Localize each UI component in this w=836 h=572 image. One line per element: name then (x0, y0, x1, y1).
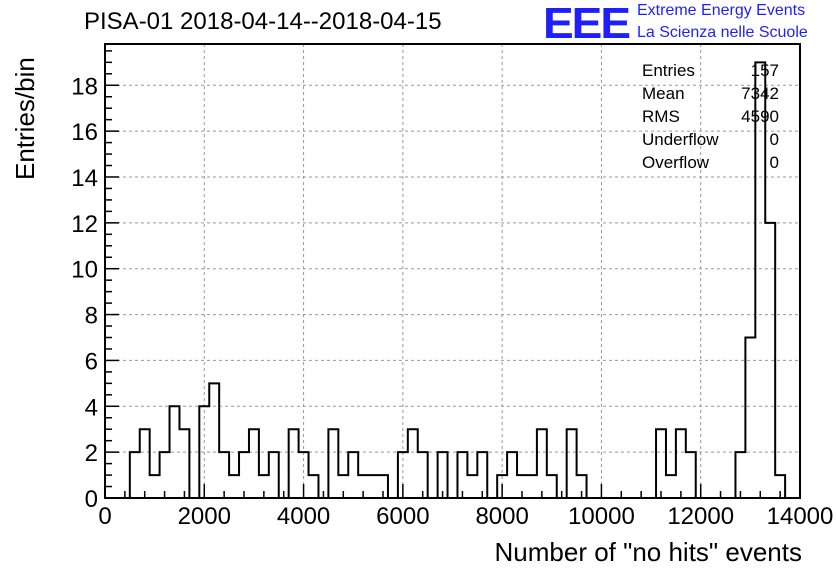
y-tick-label: 14 (71, 165, 98, 192)
histogram-bin (537, 429, 547, 498)
histogram-bin (656, 429, 666, 498)
histogram-bin (527, 475, 537, 498)
y-tick-label: 2 (85, 440, 98, 467)
y-tick-label: 0 (85, 486, 98, 513)
histogram-bin (269, 452, 279, 498)
y-tick-label: 16 (71, 119, 98, 146)
histogram-bin (348, 452, 358, 498)
y-axis-ticks: 0 2 4 6 8 10 12 14 16 18 (71, 50, 119, 513)
y-axis-label: Entries/bin (10, 57, 40, 180)
histogram-bin (567, 429, 577, 498)
x-axis-label: Number of "no hits" events (494, 537, 803, 567)
histogram-bin (229, 475, 239, 498)
x-tick-label: 14000 (767, 503, 834, 530)
histogram-bin (676, 429, 686, 498)
histogram-bin (745, 337, 755, 498)
stat-label-entries: Entries (642, 61, 695, 80)
histogram-bin (686, 452, 696, 498)
histogram-bin (179, 429, 189, 498)
stat-value-rms: 4590 (741, 107, 779, 126)
chart-title: PISA-01 2018-04-14--2018-04-15 (84, 8, 442, 35)
grid-lines (105, 44, 800, 498)
stat-value-mean: 7342 (741, 84, 779, 103)
y-tick-label: 18 (71, 73, 98, 100)
plot-frame (104, 43, 801, 499)
x-tick-label: 4000 (277, 503, 330, 530)
histogram-bin (249, 429, 259, 498)
histogram-bin (408, 429, 418, 498)
stat-value-entries: 157 (750, 61, 779, 80)
x-tick-label: 8000 (475, 503, 528, 530)
histogram-bin (547, 475, 557, 498)
stat-label-mean: Mean (642, 84, 685, 103)
stat-label-underflow: Underflow (642, 130, 719, 149)
histogram-bin (130, 452, 140, 498)
x-tick-label: 10000 (568, 503, 635, 530)
y-tick-label: 10 (71, 257, 98, 284)
histogram-bin (368, 475, 378, 498)
histogram-bin (328, 429, 338, 498)
x-tick-label: 0 (98, 503, 111, 530)
y-tick-label: 6 (85, 348, 98, 375)
histogram-bin (755, 62, 765, 498)
y-tick-label: 8 (85, 303, 98, 330)
histogram-bin (467, 475, 477, 498)
histogram-bin (140, 429, 150, 498)
y-tick-label: 12 (71, 211, 98, 238)
histogram-bin (209, 383, 219, 498)
eee-logo-letters: EEE (543, 0, 631, 48)
histogram-bin (150, 475, 160, 498)
x-tick-label: 6000 (376, 503, 429, 530)
logo-line-1: Extreme Energy Events (637, 2, 806, 19)
stat-value-underflow: 0 (769, 130, 779, 149)
x-tick-label: 12000 (667, 503, 734, 530)
stat-value-overflow: 0 (769, 153, 779, 172)
x-axis-ticks: 0 2000 4000 6000 8000 10000 12000 14000 (98, 484, 833, 530)
histogram-bin (309, 475, 319, 498)
y-tick-label: 4 (85, 394, 98, 421)
stat-label-overflow: Overflow (642, 153, 710, 172)
x-tick-label: 2000 (178, 503, 231, 530)
histogram-bin (666, 475, 676, 498)
logo-line-2: La Scienza nelle Scuole (637, 24, 808, 41)
stat-label-rms: RMS (642, 107, 680, 126)
histogram-bin (289, 429, 299, 498)
histogram-series-line (128, 61, 787, 499)
histogram-bin (507, 452, 517, 498)
